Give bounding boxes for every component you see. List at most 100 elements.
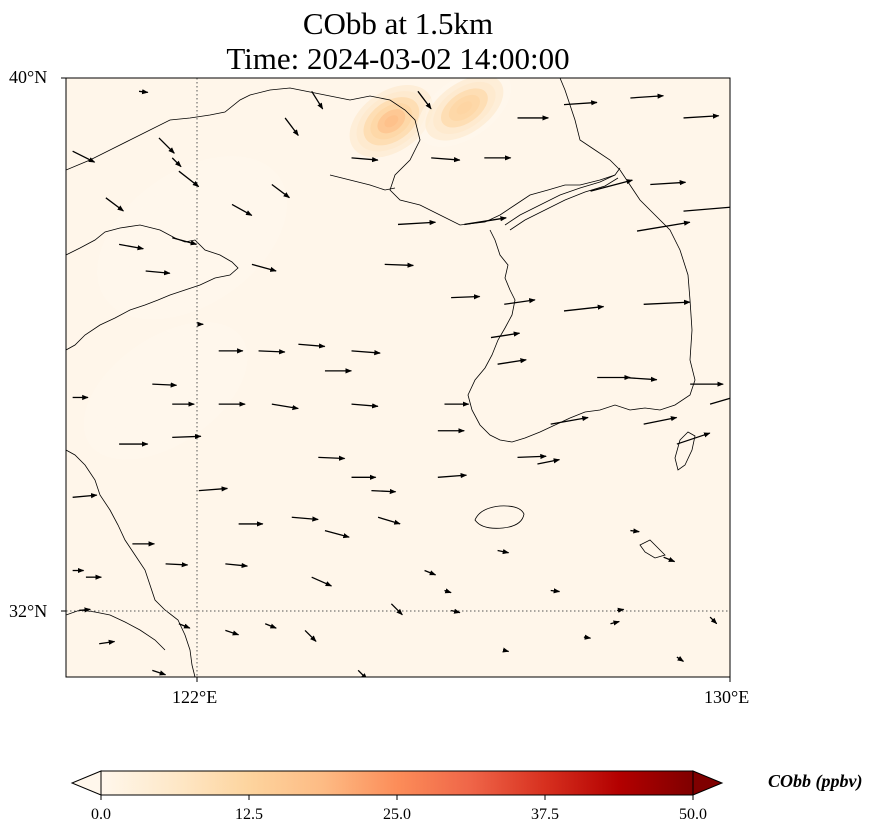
plot-title-line1: CObb at 1.5km [302, 6, 494, 41]
wind-vector [623, 376, 658, 382]
wind-vector [79, 607, 91, 613]
wind-vector [172, 433, 202, 440]
wind-vector [264, 623, 277, 629]
wind-vector [537, 458, 561, 465]
wind-vector [397, 219, 437, 226]
wind-vector [377, 516, 401, 525]
lon-label-122: 122°E [172, 687, 218, 707]
wind-vector [152, 382, 178, 388]
wind-vector [563, 304, 605, 312]
wind-vector [304, 629, 317, 642]
wind-vector [225, 629, 240, 636]
wind-vector [437, 472, 468, 479]
wind-vector [590, 179, 633, 192]
wind-vector [550, 415, 589, 425]
colorbar-tick-12-5: 12.5 [235, 806, 263, 823]
wind-vector [271, 183, 290, 199]
wind-vector [497, 358, 527, 365]
wind-vector [444, 588, 452, 594]
wind-vector [318, 455, 346, 461]
wind-vector [676, 432, 711, 445]
wind-vector [431, 157, 461, 163]
wind-vector [709, 616, 718, 625]
wind-vector [610, 620, 620, 626]
wind-vector [630, 528, 640, 534]
wind-vector [258, 349, 286, 355]
wind-vector [271, 403, 299, 411]
coastline [66, 78, 696, 677]
wind-vector [676, 656, 685, 662]
wind-vector [138, 89, 149, 95]
wind-vector [663, 556, 676, 563]
colorbar-label: CObb (ppbv) [768, 771, 863, 791]
wind-vector [231, 203, 253, 217]
wind-vector [225, 562, 249, 569]
wind-vector [617, 607, 625, 613]
wind-vector [636, 220, 691, 232]
wind-vector [550, 588, 561, 594]
wind-vector [351, 156, 379, 163]
wind-vector [251, 263, 277, 272]
colorbar [70, 770, 724, 800]
wind-vector [324, 529, 350, 539]
wind-vector [384, 262, 414, 268]
wind-vector [99, 639, 116, 645]
colorbar-tick-0: 0.0 [91, 806, 111, 823]
wind-vector [583, 634, 592, 640]
wind-vector [178, 170, 200, 188]
wind-vector [284, 117, 299, 137]
wind-vector [683, 113, 720, 119]
wind-vector [351, 350, 381, 356]
lat-label-32: 32°N [9, 601, 48, 621]
field-hotspot-0 [384, 115, 399, 128]
wind-vector [502, 647, 510, 653]
wind-vector [152, 669, 167, 676]
wind-vector [451, 294, 481, 300]
wind-vector [709, 397, 730, 405]
wind-vector [643, 416, 678, 425]
wind-vector [158, 137, 175, 154]
wind-vector [291, 516, 319, 522]
wind-vector [371, 488, 397, 495]
colorbar-tick-37-5: 37.5 [531, 806, 559, 823]
wind-vector [490, 331, 521, 339]
wind-vector [683, 206, 730, 212]
wind-vector [178, 623, 191, 629]
wind-vector [630, 93, 665, 99]
wind-vector [72, 150, 96, 163]
wind-vector [298, 343, 326, 349]
wind-vector [311, 90, 324, 110]
wind-vector [145, 270, 171, 276]
wind-vector [119, 243, 144, 251]
wind-vector [517, 453, 547, 460]
wind-vector [643, 299, 691, 305]
wind-vector [357, 669, 368, 677]
wind-vectors [72, 89, 730, 677]
wind-vector [424, 569, 437, 576]
wind-vector [450, 608, 461, 614]
wind-vector [311, 576, 333, 587]
wind-vector [563, 100, 598, 106]
lat-label-40: 40°N [9, 67, 48, 87]
wind-vector [171, 157, 182, 168]
field-hotspot-1 [456, 101, 473, 115]
colorbar-gradient [101, 771, 693, 795]
wind-vector [351, 403, 379, 409]
wind-vector [464, 216, 507, 226]
wind-vector [165, 562, 189, 568]
wind-vector [504, 298, 536, 305]
plot-title-line2: Time: 2024-03-02 14:00:00 [226, 41, 570, 76]
wind-vector [417, 90, 432, 110]
wind-vector [198, 486, 229, 492]
map-frame [65, 77, 731, 678]
wind-vector [172, 237, 198, 246]
lon-label-130: 130°E [704, 687, 750, 707]
colorbar-extend-low [70, 770, 102, 796]
colorbar-tick-25: 25.0 [383, 806, 411, 823]
colorbar-extend-high [692, 770, 724, 796]
wind-vector [105, 197, 124, 212]
wind-vector [390, 603, 403, 616]
concentration-field [83, 78, 512, 460]
wind-vector [497, 549, 510, 555]
